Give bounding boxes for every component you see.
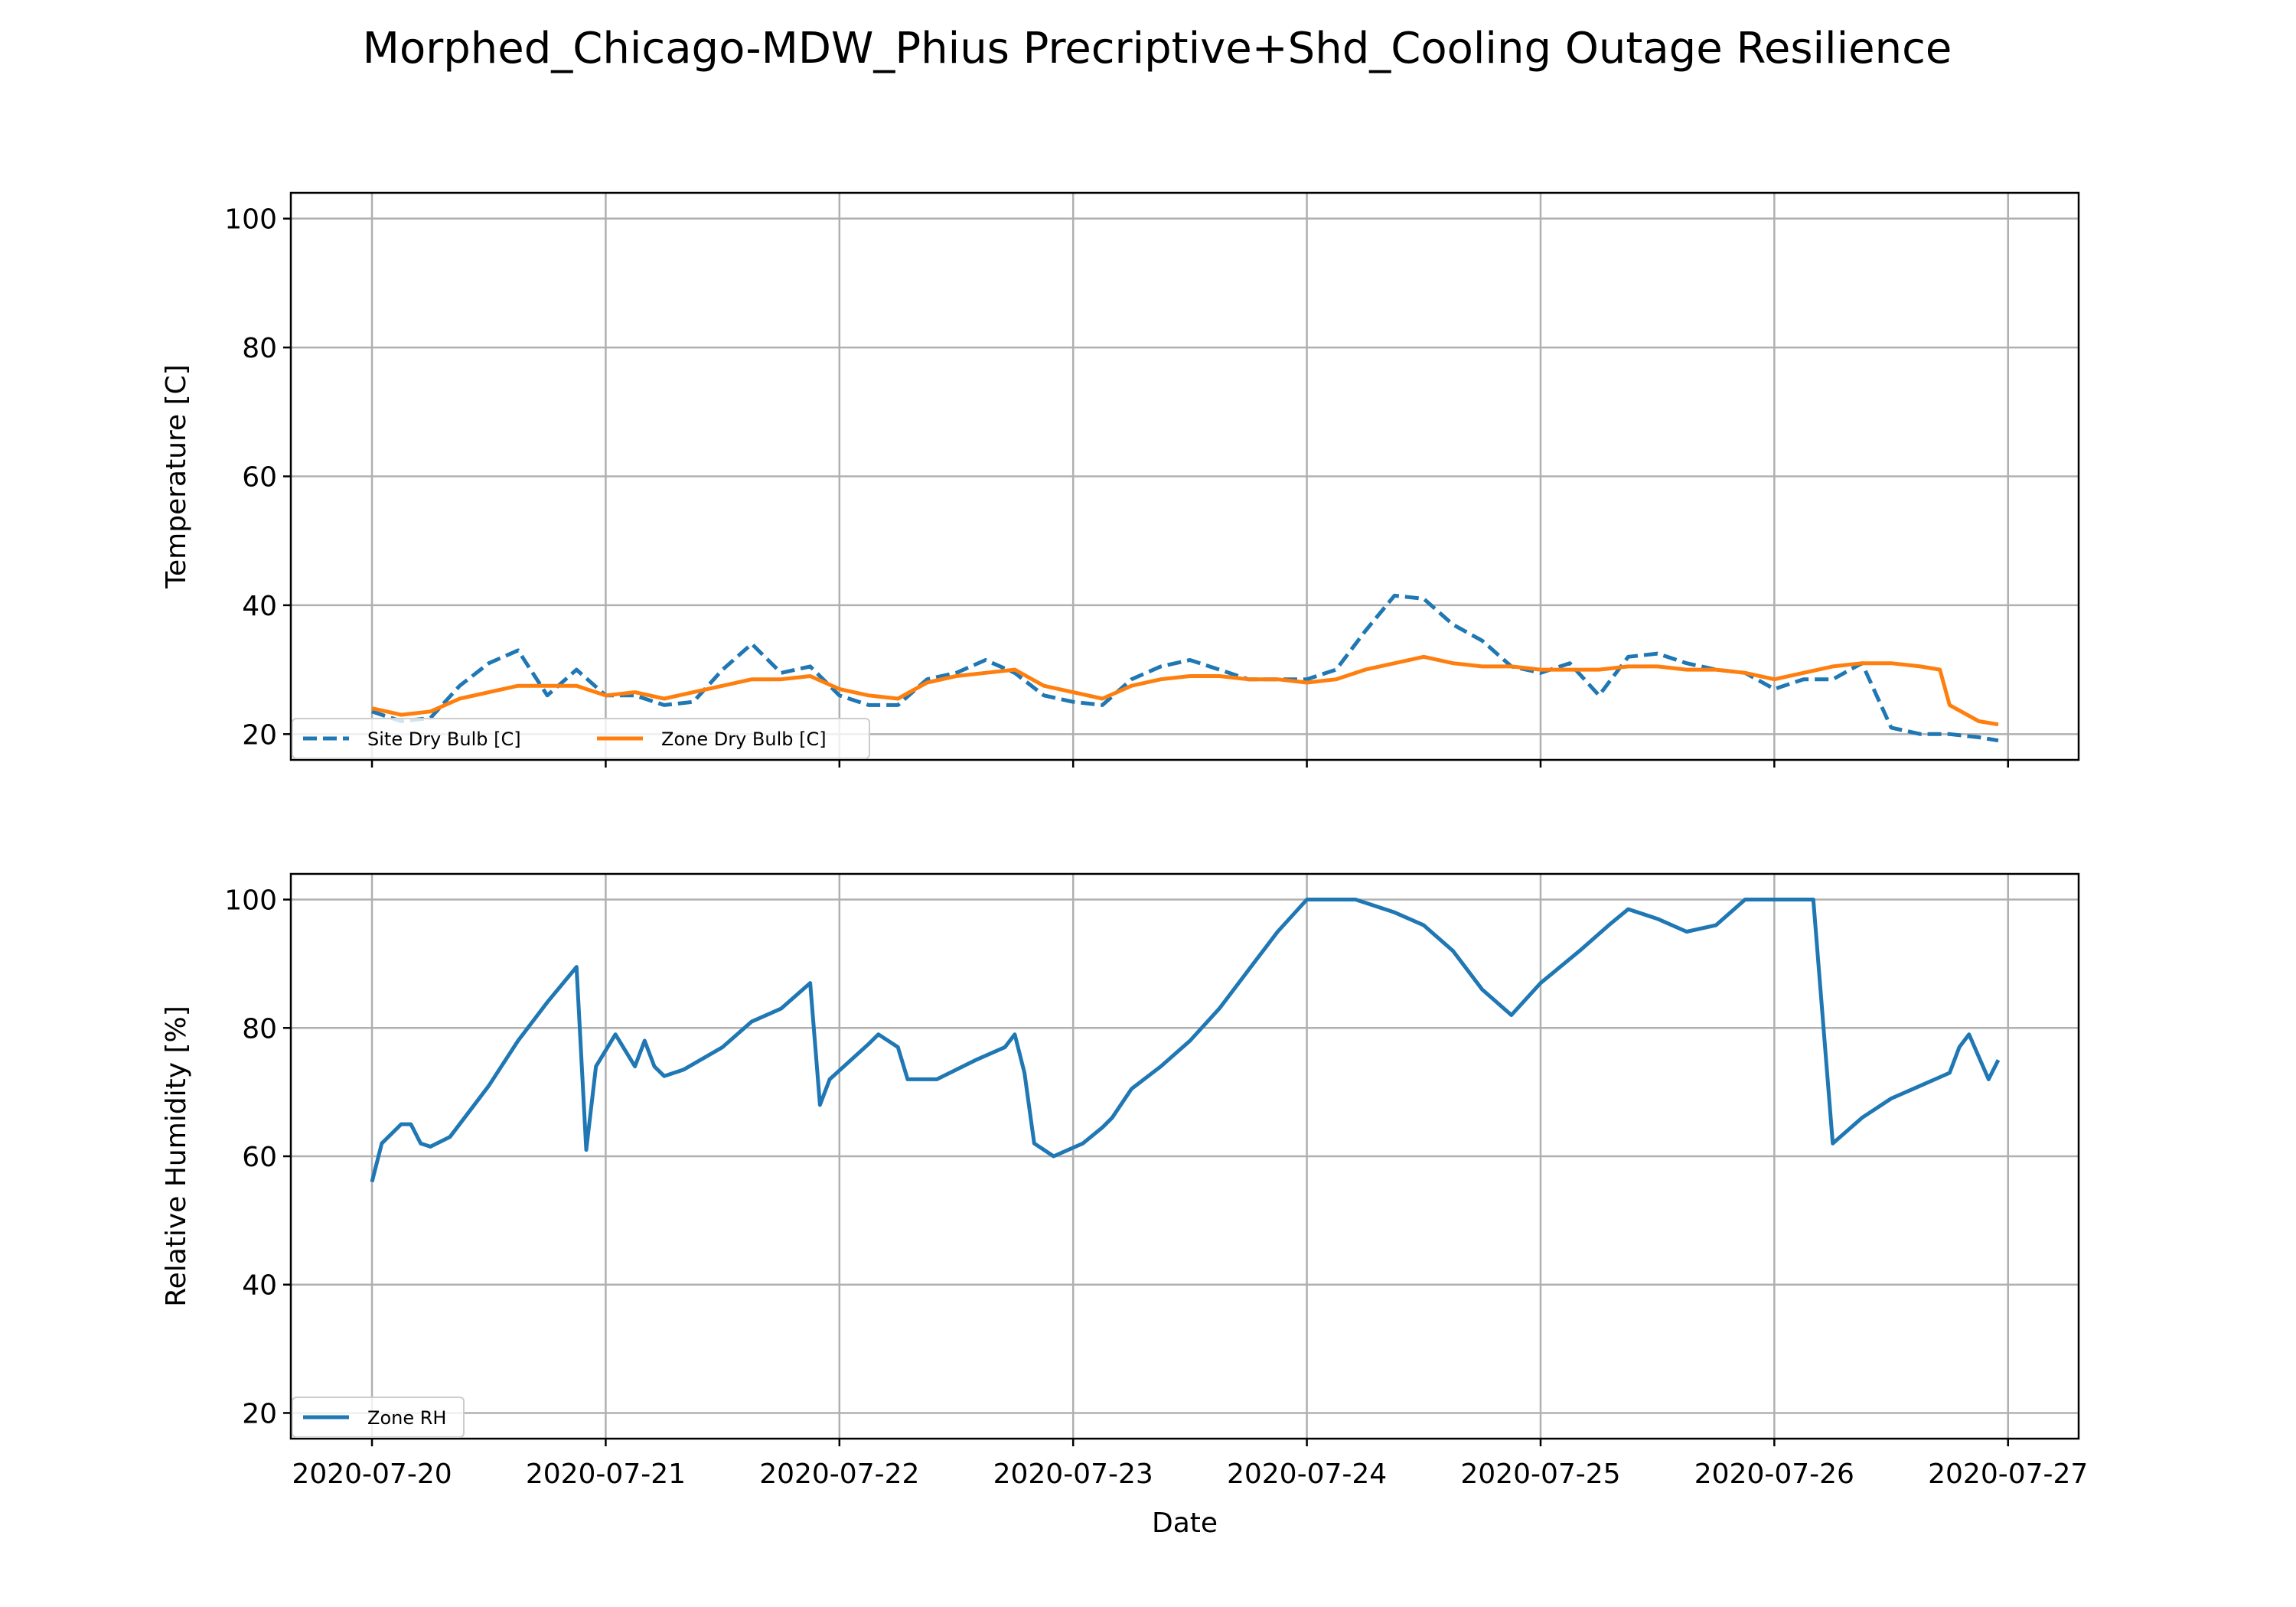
legend-box [292, 718, 870, 759]
y-tick-label: 100 [224, 204, 277, 236]
panel-2: 20 40 60 80 100 2020-07-20 2020-07-21 2020-07-2… [161, 872, 2088, 1539]
x-axis-label: Date [1152, 1508, 1218, 1539]
y-tick-label: 60 [242, 1142, 277, 1173]
y-axis-label: Temperature [C] [161, 364, 192, 589]
legend-label: Zone RH [367, 1407, 446, 1429]
x-tick-label: 2020-07-22 [759, 1459, 919, 1490]
panel-1: 20 40 60 80 100 Temperature [C] Site Dry Bulb … [161, 191, 2080, 768]
x-tick-label: 2020-07-26 [1694, 1459, 1854, 1490]
series-line-zone-dry-bulb-c [371, 654, 1999, 727]
x-tick-label: 2020-07-21 [526, 1459, 686, 1490]
y-tick-label: 20 [242, 1398, 277, 1429]
y-tick-label: 60 [242, 462, 277, 494]
y-tick-label: 40 [242, 591, 277, 622]
x-tick-label: 2020-07-23 [993, 1459, 1153, 1490]
y-tick-label: 40 [242, 1270, 277, 1302]
x-tick-label: 2020-07-25 [1460, 1459, 1620, 1490]
legend-label: Site Dry Bulb [C] [367, 729, 521, 750]
y-tick-label: 80 [242, 1013, 277, 1045]
legend-label: Zone Dry Bulb [C] [661, 729, 827, 750]
figure-title: Morphed_Chicago-MDW_Phius Precriptive+Sh… [363, 24, 1952, 73]
y-tick-label: 20 [242, 719, 277, 751]
series-line-zone-rh [370, 898, 2001, 1183]
x-tick-label: 2020-07-20 [292, 1459, 452, 1490]
y-tick-label: 100 [224, 885, 277, 917]
y-axis-label: Relative Humidity [%] [161, 1006, 192, 1307]
x-tick-label: 2020-07-24 [1227, 1459, 1387, 1490]
legend-box [292, 1397, 465, 1438]
legend: Site Dry Bulb [C] Zone Dry Bulb [C] [292, 718, 870, 759]
y-tick-label: 80 [242, 333, 277, 364]
legend: Zone RH [292, 1397, 465, 1438]
x-tick-label: 2020-07-27 [1928, 1459, 2088, 1490]
